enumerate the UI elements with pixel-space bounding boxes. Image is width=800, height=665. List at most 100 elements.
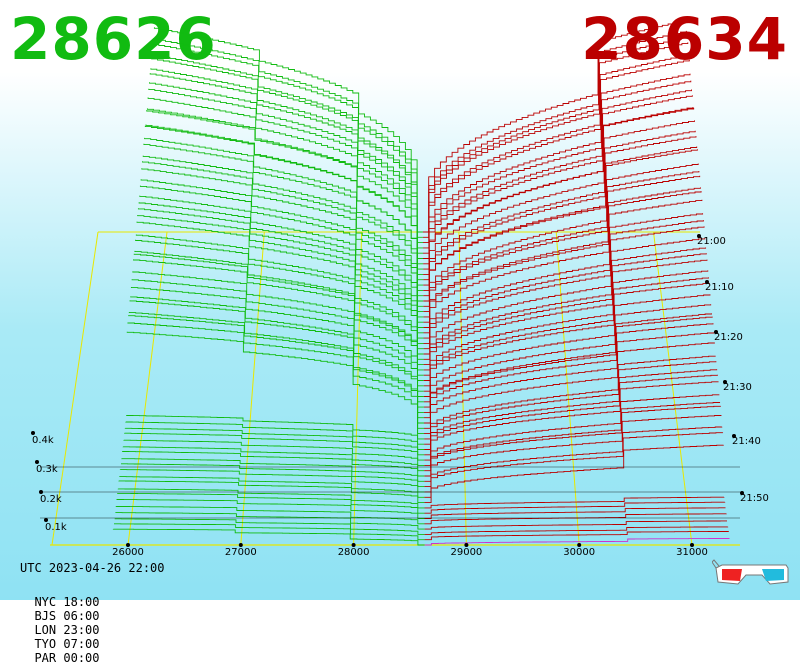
bid-depth-line [124, 427, 425, 456]
bid-depth-line [126, 415, 425, 445]
city-time-nyc: NYC 18:00 [34, 595, 100, 609]
ask-depth-line [423, 220, 704, 360]
ask-depth-line [423, 253, 707, 381]
x-tick-marker [238, 543, 243, 547]
bid-depth-line [153, 27, 423, 233]
ask-depth-line [424, 513, 727, 525]
city-time-lon: LON 23:00 [34, 623, 100, 637]
ask-depth-line [423, 175, 701, 334]
ask-depth-line [424, 538, 730, 546]
x-tick-label: 31000 [676, 547, 708, 558]
x-tick-marker [351, 543, 356, 547]
city-time-bjs: BJS 06:00 [34, 609, 100, 623]
ask-depth-line [424, 369, 718, 456]
x-tick-label: 29000 [450, 547, 482, 558]
depth-tick-marker [35, 460, 39, 464]
ask-depth-line [424, 432, 724, 498]
bid-depth-line [130, 287, 424, 408]
ask-depth-line [423, 226, 705, 366]
bid-depth-line [139, 195, 424, 344]
ask-depth-line [423, 199, 703, 350]
bid-depth-line [131, 279, 424, 403]
time-tick-marker [740, 491, 744, 495]
bid-depth-line [144, 137, 424, 307]
bid-depth-line [116, 499, 425, 519]
ask-depth-line [424, 374, 718, 461]
ask-depth-line [424, 323, 714, 429]
bid-depth-line [134, 250, 424, 381]
time-tick-label: 21:20 [714, 332, 743, 343]
bid-depth-line [114, 518, 425, 535]
ask-depth-line [424, 426, 723, 493]
bid-depth-line [122, 446, 425, 472]
ask-depth-line [423, 120, 695, 297]
x-tick-label: 28000 [338, 547, 370, 558]
ask-depth-line [424, 526, 729, 535]
bid-depth-line [142, 161, 424, 323]
ask-depth-line [423, 136, 697, 307]
bid-depth-line [133, 253, 424, 387]
bid-depth-line [141, 168, 424, 328]
ask-depth-line [423, 213, 704, 355]
bid-depth-line [149, 82, 424, 270]
ask-depth-line [423, 42, 689, 249]
depth-tick-label: 0.2k [40, 494, 62, 505]
bid-depth-line [132, 271, 424, 397]
bid-depth-line [148, 88, 424, 275]
depth-tick-label: 0.4k [32, 435, 54, 446]
time-tick-label: 21:40 [732, 436, 761, 447]
bid-depth-line [139, 185, 424, 339]
3d-glasses-icon[interactable] [712, 556, 792, 592]
bid-depth-line [121, 463, 425, 488]
ask-depth-line [423, 73, 691, 265]
bid-depth-line [115, 506, 425, 525]
time-tick-label: 21:10 [705, 282, 734, 293]
ask-depth-line [424, 507, 726, 519]
ask-depth-line [422, 30, 687, 238]
bid-depth-line [126, 331, 425, 440]
ask-depth-line [423, 270, 709, 392]
ask-depth-line [423, 294, 711, 408]
bid-depth-line [125, 421, 425, 450]
bid-depth-line [119, 476, 425, 498]
bid-depth-line [140, 179, 424, 334]
ask-depth-line [424, 361, 717, 450]
ask-depth-line [422, 20, 687, 233]
bid-depth-line [153, 38, 423, 238]
x-tick-label: 30000 [563, 547, 595, 558]
ask-depth-line [424, 381, 719, 466]
x-tick-marker [577, 543, 582, 547]
ask-depth-line [423, 107, 695, 291]
x-tick-label: 26000 [112, 547, 144, 558]
ask-depth-line [424, 342, 715, 440]
bid-depth-line [142, 155, 424, 318]
bid-depth-line [119, 469, 425, 493]
bid-depth-line [133, 259, 424, 392]
x-tick-marker [464, 543, 469, 547]
ask-depth-line [423, 37, 688, 244]
bid-depth-line [144, 125, 424, 302]
depth-tick-label: 0.3k [36, 464, 58, 475]
bid-depth-line [117, 492, 425, 514]
bid-depth-line [130, 296, 424, 413]
grid-line [127, 231, 168, 546]
ask-depth-line [423, 130, 696, 302]
bid-depth-line [146, 110, 424, 291]
bid-depth-line [118, 480, 425, 504]
city-time-par: PAR 00:00 [34, 651, 100, 665]
bid-depth-line [151, 54, 423, 249]
depth-tick-marker [39, 490, 43, 494]
ask-depth-line [423, 191, 702, 344]
ask-depth-line [424, 394, 720, 472]
bid-depth-line [135, 239, 424, 376]
ask-depth-line [423, 80, 692, 270]
bid-depth-line [143, 143, 424, 313]
ask-depth-line [424, 405, 721, 482]
depth-tick-marker [44, 518, 48, 522]
grid-line [51, 231, 99, 546]
bid-depth-line [150, 68, 423, 259]
time-tick-label: 21:30 [723, 382, 752, 393]
ask-depth-line [423, 247, 707, 376]
time-tick-label: 21:00 [697, 236, 726, 247]
bid-depth-line [152, 43, 423, 244]
